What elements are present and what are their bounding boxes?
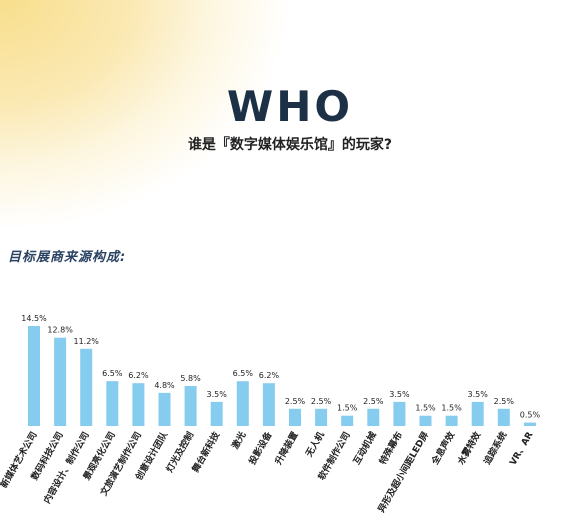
bar-3	[106, 381, 119, 426]
data-label-6: 5.8%	[180, 374, 201, 383]
bar-1	[54, 337, 67, 426]
category-label-8: 激光	[229, 430, 248, 452]
data-label-1: 12.8%	[47, 326, 73, 335]
data-label-13: 2.5%	[363, 397, 384, 406]
data-label-8: 6.5%	[233, 369, 254, 378]
category-label-14: 特殊幕布	[377, 430, 405, 467]
category-label-18: 追踪系统	[481, 430, 509, 467]
data-label-17: 3.5%	[468, 390, 489, 399]
section-label: 目标展商来源构成:	[8, 250, 127, 265]
bar-6	[184, 386, 197, 426]
category-label-0: 新媒体艺术公司	[0, 430, 40, 491]
bar-2	[80, 348, 93, 426]
data-label-9: 6.2%	[259, 371, 280, 380]
bar-16	[445, 415, 458, 426]
bar-13	[367, 408, 380, 426]
data-label-10: 2.5%	[285, 397, 306, 406]
bar-18	[497, 408, 510, 426]
data-label-11: 2.5%	[311, 397, 332, 406]
bar-5	[158, 392, 171, 426]
bar-9	[262, 383, 275, 426]
data-label-16: 1.5%	[441, 404, 462, 413]
category-label-9: 投影设备	[246, 429, 275, 467]
data-label-7: 3.5%	[207, 390, 228, 399]
data-label-18: 2.5%	[494, 397, 515, 406]
data-label-12: 1.5%	[337, 404, 358, 413]
data-label-3: 6.5%	[102, 369, 123, 378]
data-label-0: 14.5%	[21, 314, 47, 323]
bar-15	[419, 415, 432, 426]
data-label-15: 1.5%	[415, 404, 436, 413]
page-subtitle: 谁是『数字媒体娱乐馆』的玩家?	[187, 137, 393, 153]
bar-17	[471, 401, 484, 426]
category-label-11: 无人机	[302, 430, 326, 460]
category-label-2: 内容设计、制作公司	[41, 430, 92, 506]
data-label-14: 3.5%	[389, 390, 410, 399]
data-label-5: 4.8%	[154, 381, 175, 390]
data-label-19: 0.5%	[520, 411, 541, 420]
bar-11	[315, 408, 328, 426]
bar-10	[289, 408, 301, 426]
bar-0	[28, 326, 40, 426]
bar-14	[393, 401, 406, 426]
category-label-13: 互动机械	[350, 430, 378, 467]
bar-8	[236, 381, 249, 426]
data-label-2: 11.2%	[73, 337, 99, 346]
category-label-16: 全息声效	[428, 429, 457, 468]
category-label-10: 升降装置	[272, 430, 300, 467]
category-label-17: 水雾特效	[455, 429, 484, 467]
bar-4	[132, 383, 145, 426]
bar-19	[523, 422, 536, 426]
data-label-4: 6.2%	[128, 371, 149, 380]
background-glow	[0, 0, 290, 230]
category-label-15: 异形及超小间距LED屏	[375, 430, 431, 515]
category-label-19: VR、AR	[508, 430, 535, 467]
page-headline: WHO	[226, 82, 354, 131]
bar-12	[341, 415, 354, 426]
bar-7	[210, 401, 223, 426]
